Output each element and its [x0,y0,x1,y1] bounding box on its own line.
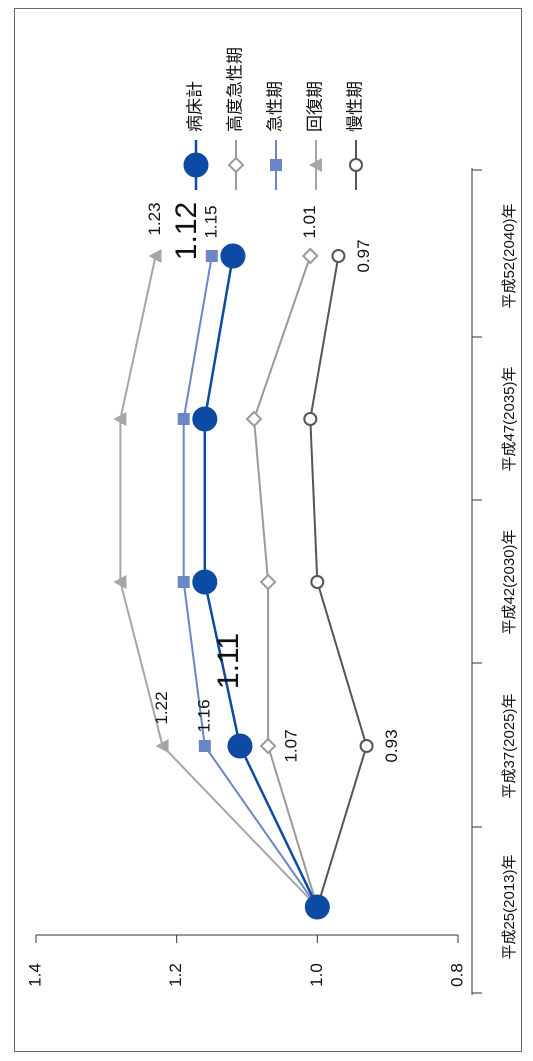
series-point-4 [310,575,325,589]
series-point-0 [304,894,330,920]
value-axis-tick-label: 1.2 [166,963,185,987]
series-point-4 [303,412,318,426]
category-axis-label: 平成47(2035)年 [501,366,518,471]
series-point-3 [148,249,162,263]
series-point-2 [177,413,190,425]
series-point-0 [220,243,246,269]
series-point-3 [113,412,127,426]
data-label: 1.16 [194,699,213,732]
data-label: 1.15 [201,205,220,238]
legend-label: 病床計 [185,81,204,132]
category-axis-label: 平成42(2030)年 [501,529,518,634]
legend-marker [270,159,282,171]
data-label: 1.23 [145,202,164,235]
series-point-0 [192,569,218,595]
series-point-1 [259,573,277,591]
data-label: 1.22 [152,691,171,724]
series-point-1 [245,410,263,428]
data-label: 0.97 [354,239,373,272]
data-label: 1.12 [170,202,203,260]
series-point-1 [301,247,319,265]
legend-label: 急性期 [265,81,284,132]
data-label: 1.07 [282,729,301,762]
series-point-3 [155,739,169,753]
legend-label: 高度急性期 [225,47,244,132]
data-label: 0.93 [382,729,401,762]
series-point-0 [227,733,253,759]
legend-marker [227,156,245,174]
series-point-2 [205,250,218,262]
legend-marker [309,158,322,172]
value-axis-tick-label: 1.0 [307,963,326,987]
series-point-0 [192,406,218,432]
series-point-4 [359,739,374,753]
category-axis-label: 平成25(2013)年 [501,854,518,959]
data-label: 1.11 [212,633,245,689]
legend-marker [349,158,363,172]
legend-label: 慢性期 [344,81,364,132]
data-label: 1.01 [300,205,319,238]
chart-frame [14,8,522,1052]
series-point-2 [198,740,211,752]
series-point-3 [113,575,127,589]
series-point-2 [177,576,190,588]
legend-label: 回復期 [305,81,324,132]
value-axis-tick-label: 1.4 [25,963,44,987]
value-axis-tick-label: 0.8 [447,963,466,987]
series-point-1 [259,737,277,755]
legend-marker [183,152,209,178]
category-axis-label: 平成37(2025)年 [501,693,518,798]
series-point-4 [331,249,346,263]
category-axis-label: 平成52(2040)年 [501,203,518,308]
